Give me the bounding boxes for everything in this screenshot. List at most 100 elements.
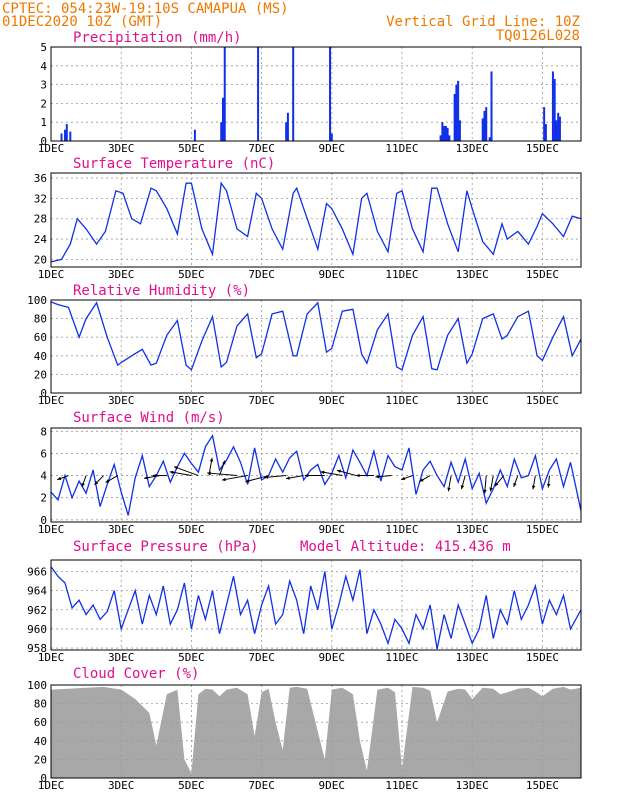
precip-bar: [488, 137, 491, 141]
wind-arrow-head: [355, 473, 360, 478]
precip-bar: [485, 107, 488, 141]
precip-bar: [60, 133, 63, 141]
surface-wind-title: Surface Wind (m/s): [73, 410, 225, 426]
cloud-cover-x-tick-label: 11DEC: [385, 779, 418, 792]
precip-bar: [553, 78, 556, 141]
relative-humidity-x-tick-label: 5DEC: [178, 394, 205, 407]
precip-bar: [490, 71, 493, 141]
precip-bar: [457, 80, 460, 141]
cloud-cover-panel: 0 20 40 60 80 100 1DEC 3DEC 5DEC 7DEC 9DEC 11DEC 13D…: [27, 666, 582, 792]
precipitation-y-tick-label: 5: [40, 41, 47, 54]
precipitation-y-tick-label: 4: [40, 60, 47, 73]
precip-bar: [330, 133, 333, 141]
wind-arrow-head: [222, 460, 226, 465]
relative-humidity-y-tick-label: 80: [34, 313, 47, 326]
surface-wind-y-tick-label: 2: [40, 492, 47, 505]
precip-bar: [555, 120, 558, 141]
wind-arrow-head: [419, 478, 424, 482]
wind-arrow-head: [320, 470, 325, 475]
wind-arrow-head: [221, 477, 226, 482]
surface-pressure-x-tick-label: 9DEC: [319, 651, 346, 664]
wind-arrow-head: [81, 482, 85, 487]
wind-arrow-head: [169, 470, 174, 475]
precip-bar: [551, 71, 554, 141]
precip-bar: [65, 124, 68, 141]
surface-pressure-y-tick-label: 960: [27, 623, 47, 636]
precip-bar: [329, 47, 332, 141]
wind-arrow-head: [144, 475, 148, 480]
precip-bar: [448, 135, 451, 141]
precip-bar: [220, 122, 223, 141]
surface-wind-y-tick-label: 8: [40, 425, 47, 438]
cloud-cover-y-tick-label: 60: [34, 716, 47, 729]
wind-arrow-head: [513, 482, 517, 487]
precip-bar: [443, 125, 446, 141]
precipitation-x-tick-label: 1DEC: [38, 142, 65, 155]
surface-temperature-x-tick-label: 9DEC: [319, 268, 346, 281]
wind-arrow-head: [401, 476, 406, 481]
surface-temperature-y-tick-label: 24: [34, 233, 48, 246]
precip-bar: [444, 125, 447, 141]
wind-vectors: [57, 457, 551, 494]
precip-bar: [257, 47, 260, 141]
relative-humidity-title: Relative Humidity (%): [73, 283, 250, 299]
surface-temperature-x-tick-label: 5DEC: [178, 268, 205, 281]
surface-wind-x-tick-label: 11DEC: [385, 523, 418, 536]
precip-bar: [441, 122, 444, 141]
wind-arrow-head: [483, 489, 487, 494]
precip-bar: [69, 131, 72, 141]
precipitation-panel: 0 1 2 3 4 5 1DEC 3DEC 5DEC 7DEC 9DEC 11DEC 13DEC 15DE…: [38, 30, 582, 155]
cloud-cover-x-tick-label: 15DEC: [526, 779, 559, 792]
relative-humidity-y-tick-label: 60: [34, 331, 47, 344]
precip-bar: [458, 120, 461, 141]
surface-pressure-x-tick-label: 5DEC: [178, 651, 205, 664]
surface-pressure-x-tick-label: 11DEC: [385, 651, 418, 664]
wind-arrow-head: [494, 482, 499, 487]
precip-bar: [558, 116, 561, 141]
cloud-cover-x-tick-label: 1DEC: [38, 779, 65, 792]
precipitation-y-tick-label: 1: [40, 116, 47, 129]
surface-wind-x-tick-label: 3DEC: [108, 523, 135, 536]
surface-pressure-x-tick-label: 1DEC: [38, 651, 65, 664]
surface-wind-x-tick-label: 7DEC: [248, 523, 275, 536]
precipitation-frame: [50, 46, 582, 142]
wind-arrow-head: [152, 473, 157, 478]
station-header: CPTEC: 054:23W-19:10S CAMAPUA (MS): [2, 1, 289, 17]
precip-bar: [193, 129, 196, 141]
precipitation-y-tick-label: 3: [40, 79, 47, 92]
surface-temperature-x-tick-label: 3DEC: [108, 268, 135, 281]
precip-bar: [483, 110, 486, 141]
precipitation-title: Precipitation (mm/h): [73, 30, 242, 46]
wind-arrow: [221, 475, 248, 481]
precip-bar: [286, 112, 289, 141]
surface-pressure-x-tick-label: 7DEC: [248, 651, 275, 664]
precip-bar: [455, 84, 458, 141]
surface-temperature-x-tick-label: 11DEC: [385, 268, 418, 281]
surface-pressure-x-tick-label: 13DEC: [456, 651, 489, 664]
surface-wind-y-tick-label: 0: [40, 514, 47, 527]
surface-pressure-x-tick-label: 15DEC: [526, 651, 559, 664]
wind-arrow-head: [531, 485, 536, 490]
surface-temperature-panel: 20 24 28 32 36 1DEC 3DEC 5DEC 7DEC 9DEC 11DEC 13DEC…: [34, 156, 582, 281]
cloud-cover-frame: [50, 684, 582, 779]
wind-arrow: [245, 475, 269, 483]
run-date: 01DEC2020 10Z (GMT): [2, 14, 162, 30]
surface-wind-x-tick-label: 5DEC: [178, 523, 205, 536]
cloud-cover-y-tick-label: 80: [34, 698, 47, 711]
surface-temperature-x-tick-label: 13DEC: [456, 268, 489, 281]
surface-wind-line: [50, 433, 582, 516]
wind-arrow-head: [57, 476, 62, 481]
model-code: TQ0126L028: [496, 28, 580, 44]
wind-arrow-head: [245, 479, 250, 483]
surface-temperature-frame: [50, 172, 582, 268]
relative-humidity-y-tick-label: 100: [27, 294, 47, 307]
cloud-cover-area: [51, 686, 581, 778]
precipitation-x-tick-label: 15DEC: [526, 142, 559, 155]
cloud-cover-y-tick-label: 20: [34, 753, 47, 766]
precipitation-x-tick-label: 11DEC: [385, 142, 418, 155]
wind-arrow: [173, 466, 199, 477]
wind-arrow-head: [447, 487, 451, 492]
relative-humidity-x-tick-label: 3DEC: [108, 394, 135, 407]
precip-bar: [439, 135, 442, 141]
surface-temperature-x-tick-label: 15DEC: [526, 268, 559, 281]
